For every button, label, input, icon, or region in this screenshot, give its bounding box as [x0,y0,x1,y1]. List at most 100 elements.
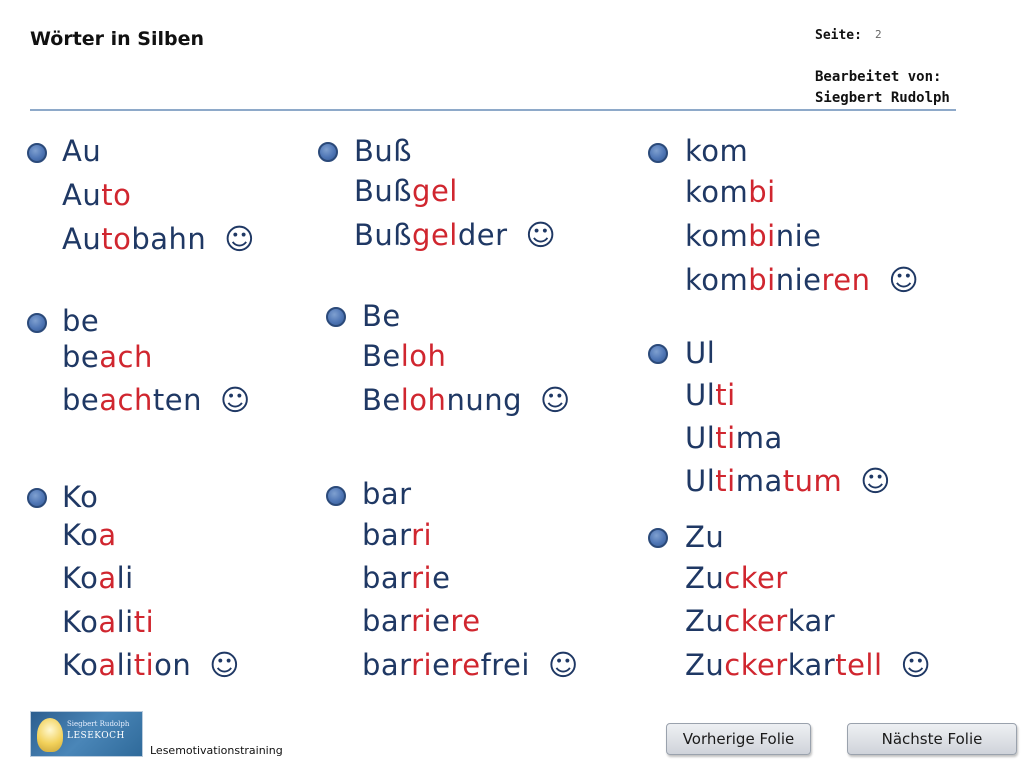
syllable-word: beachten ☺ [62,383,251,417]
page-number: 2 [875,28,882,41]
bullet-icon [326,307,346,327]
syllable-highlight: cker [724,561,788,595]
syllable-word: Ul [685,336,715,370]
syllable: ma [735,421,783,455]
edited-by: Bearbeitet von: Siegbert Rudolph [815,67,950,109]
syllable-highlight: ti [133,605,155,639]
syllable-word: Koa [62,518,117,552]
syllable: Au [62,134,102,168]
bullet-icon [27,143,47,163]
page-label: Seite: [815,28,862,43]
bullet-icon [648,344,668,364]
syllable: Ul [685,421,716,455]
syllable-highlight: a [98,605,117,639]
footer-label: Lesemotivationstraining [150,744,283,757]
previous-slide-button[interactable]: Vorherige Folie [666,723,811,755]
bullet-icon [648,528,668,548]
page-info: Seite: 2 [815,28,882,43]
syllable: be [62,304,100,338]
syllable: Be [362,299,401,333]
syllable-word: Koalition ☺ [62,648,240,682]
syllable-word: Zu [685,520,724,554]
syllable: Ul [685,378,716,412]
syllable-highlight: ach [99,340,153,374]
syllable-highlight: ti [715,378,736,412]
syllable: Au [62,178,102,212]
edited-by-name: Siegbert Rudolph [815,90,950,106]
syllable-word: barrie [362,561,450,595]
syllable: nie [775,219,822,253]
bullet-icon [318,142,338,162]
lesekoch-logo: Siegbert Rudolph LESEKOCH [30,711,143,757]
syllable: bar [362,604,412,638]
syllable: bar [362,648,412,682]
syllable-word: be [62,304,99,338]
syllable-word: kom [685,134,748,168]
slide-title: Wörter in Silben [30,28,205,50]
syllable-highlight: ri [411,604,433,638]
syllable: Ko [62,518,99,552]
syllable-highlight: to [101,178,132,212]
syllable-highlight: re [450,604,481,638]
syllable: Zu [685,648,725,682]
syllable: kar [787,648,836,682]
syllable-highlight: gel [412,218,458,252]
smiley-icon: ☺ [888,263,920,297]
edited-by-label: Bearbeitet von: [815,69,942,85]
smiley-icon: ☺ [525,218,557,252]
syllable: kom [685,219,749,253]
syllable-word: Be [362,299,401,333]
syllable-word: Autobahn ☺ [62,222,255,256]
syllable-highlight: gel [412,174,458,208]
syllable: li [116,561,134,595]
syllable-highlight: a [98,648,117,682]
syllable-word: kombi [685,175,776,209]
syllable: e [432,561,451,595]
syllable-highlight: loh [400,383,447,417]
syllable-word: Ultimatum ☺ [685,464,891,498]
smiley-icon: ☺ [860,464,891,498]
header-divider [30,109,956,111]
syllable-highlight: re [450,648,481,682]
next-slide-button[interactable]: Nächste Folie [847,723,1017,755]
syllable-highlight: ti [715,421,736,455]
syllable-highlight: to [101,222,132,256]
bullet-icon [27,488,47,508]
syllable: Buß [354,134,413,168]
syllable: kom [685,175,749,209]
syllable: nung [446,383,522,417]
syllable-highlight: ri [411,648,433,682]
syllable: nie [775,263,822,297]
bullet-icon [648,143,668,163]
syllable-word: Au [62,134,101,168]
syllable-word: barriere [362,604,481,638]
syllable-highlight: ri [411,518,433,552]
syllable-word: Buß [354,134,412,168]
syllable-word: Ko [62,480,98,514]
syllable: Ul [685,464,716,498]
syllable: Be [362,339,401,373]
syllable-highlight: a [98,518,117,552]
syllable: Zu [685,520,725,554]
logo-line-1: Siegbert Rudolph [67,720,130,728]
syllable: Zu [685,604,725,638]
syllable: Ko [62,605,99,639]
syllable-word: kombinie [685,219,822,253]
syllable-word: beach [62,340,153,374]
syllable: kom [685,263,749,297]
syllable: bahn [131,222,207,256]
syllable: bar [362,518,412,552]
syllable-word: Koali [62,561,134,595]
smiley-icon: ☺ [219,383,251,417]
syllable: Ul [685,336,716,370]
syllable: li [116,605,134,639]
syllable-highlight: ach [99,383,153,417]
syllable: e [432,604,451,638]
syllable: Zu [685,561,725,595]
syllable: ma [735,464,783,498]
syllable: kar [787,604,836,638]
syllable: be [62,340,100,374]
syllable-highlight: bi [748,175,776,209]
syllable-word: Belohnung ☺ [362,383,571,417]
syllable-word: Zucker [685,561,788,595]
